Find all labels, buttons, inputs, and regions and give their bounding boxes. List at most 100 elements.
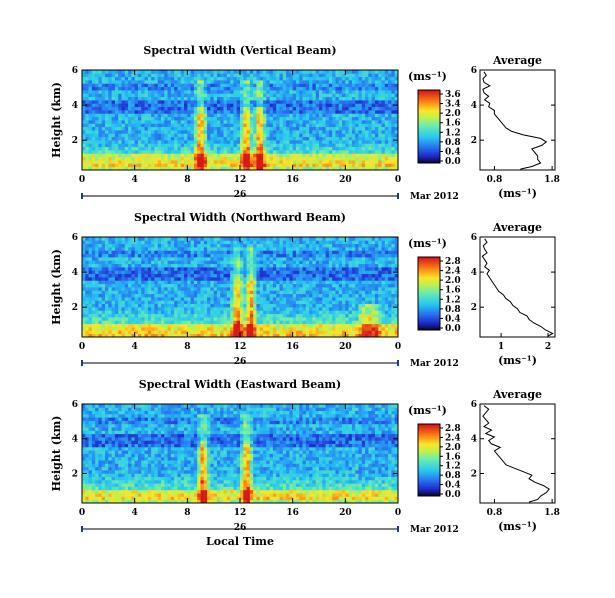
heatmap-cell: [91, 277, 96, 281]
heatmap-cell: [197, 323, 201, 328]
heatmap-cell: [335, 100, 340, 104]
heatmap-cell: [161, 267, 165, 271]
heatmap-cell: [131, 323, 136, 328]
heatmap-cell: [154, 317, 159, 321]
heatmap-cell: [88, 96, 93, 101]
heatmap-cell: [279, 263, 284, 268]
heatmap-cell: [180, 130, 185, 134]
heatmap-cell: [213, 320, 218, 325]
heatmap-cell: [328, 73, 333, 78]
heatmap-cell: [134, 257, 139, 261]
heatmap-cell: [226, 166, 231, 171]
heatmap-cell: [164, 303, 168, 308]
heatmap-cell: [233, 156, 238, 161]
heatmap-cell: [95, 243, 99, 248]
heatmap-cell: [243, 123, 247, 128]
heatmap-cell: [174, 116, 178, 121]
heatmap-cell: [164, 320, 168, 325]
heatmap-cell: [213, 90, 218, 94]
heatmap-cell: [256, 327, 261, 331]
heatmap-cell: [295, 277, 300, 281]
heatmap-cell: [384, 113, 389, 118]
heatmap-cell: [292, 156, 297, 161]
heatmap-cell: [157, 310, 162, 315]
heatmap-cell: [259, 260, 264, 265]
heatmap-cell: [295, 120, 300, 124]
heatmap-cell: [279, 293, 284, 298]
heatmap-cell: [144, 333, 149, 338]
heatmap-cell: [216, 310, 221, 315]
heatmap-cell: [197, 270, 201, 275]
heatmap-cell: [101, 303, 106, 308]
heatmap-cell: [157, 300, 162, 305]
heatmap-cell: [121, 140, 126, 144]
heatmap-cell: [292, 106, 297, 111]
heatmap-cell: [187, 90, 192, 94]
heatmap-cell: [279, 250, 284, 255]
heatmap-cell: [286, 287, 290, 291]
heatmap-cell: [200, 257, 205, 261]
heatmap-cell: [292, 163, 297, 168]
heatmap-cell: [319, 96, 323, 101]
heatmap-cell: [272, 110, 277, 114]
heatmap-cell: [253, 243, 257, 248]
heatmap-cell: [213, 260, 218, 265]
heatmap-cell: [263, 237, 267, 241]
heatmap-cell: [240, 123, 244, 128]
heatmap-cell: [312, 73, 317, 78]
heatmap-cell: [226, 303, 231, 308]
heatmap-cell: [263, 100, 267, 104]
heatmap-cell: [230, 333, 234, 338]
heatmap-cell: [177, 267, 182, 271]
heatmap-cell: [190, 287, 195, 291]
heatmap-cell: [131, 123, 136, 128]
y-axis-label: Height (km): [50, 82, 63, 158]
x-tick-label: 0: [79, 175, 85, 185]
heatmap-cell: [276, 113, 280, 118]
heatmap-cell: [141, 280, 145, 285]
heatmap-cell: [88, 313, 93, 318]
heatmap-cell: [259, 313, 264, 318]
heatmap-cell: [368, 163, 373, 168]
heatmap-cell: [220, 90, 224, 94]
heatmap-cell: [118, 273, 122, 278]
heatmap-cell: [200, 73, 205, 78]
heatmap-cell: [295, 317, 300, 321]
heatmap-cell: [108, 287, 113, 291]
heatmap-cell: [85, 280, 89, 285]
heatmap-cell: [108, 146, 113, 151]
heatmap-cell: [101, 70, 106, 74]
heatmap-cell: [174, 160, 178, 164]
heatmap-cell: [282, 250, 287, 255]
heatmap-cell: [151, 283, 155, 288]
heatmap-cell: [295, 130, 300, 134]
heatmap-cell: [289, 320, 294, 325]
heatmap-cell: [193, 96, 198, 101]
heatmap-cell: [233, 90, 238, 94]
heatmap-cell: [184, 330, 188, 335]
heatmap-cell: [174, 303, 178, 308]
colorbar-segment: [418, 133, 440, 137]
heatmap-cell: [95, 70, 99, 74]
heatmap-cell: [328, 160, 333, 164]
heatmap-cell: [272, 156, 277, 161]
heatmap-cell: [371, 83, 376, 88]
heatmap-cell: [325, 80, 330, 84]
heatmap-cell: [233, 250, 238, 255]
heatmap-cell: [230, 237, 234, 241]
heatmap-cell: [266, 73, 271, 78]
heatmap-cell: [269, 243, 274, 248]
heatmap-cell: [151, 116, 155, 121]
heatmap-cell: [167, 156, 172, 161]
heatmap-cell: [384, 83, 389, 88]
heatmap-cell: [269, 300, 274, 305]
heatmap-cell: [108, 83, 113, 88]
heatmap-cell: [216, 123, 221, 128]
heatmap-cell: [167, 130, 172, 134]
heatmap-cell: [174, 93, 178, 98]
heatmap-cell: [226, 250, 231, 255]
heatmap-cell: [134, 293, 139, 298]
heatmap-cell: [190, 313, 195, 318]
heatmap-cell: [289, 113, 294, 118]
heatmap-cell: [170, 123, 175, 128]
